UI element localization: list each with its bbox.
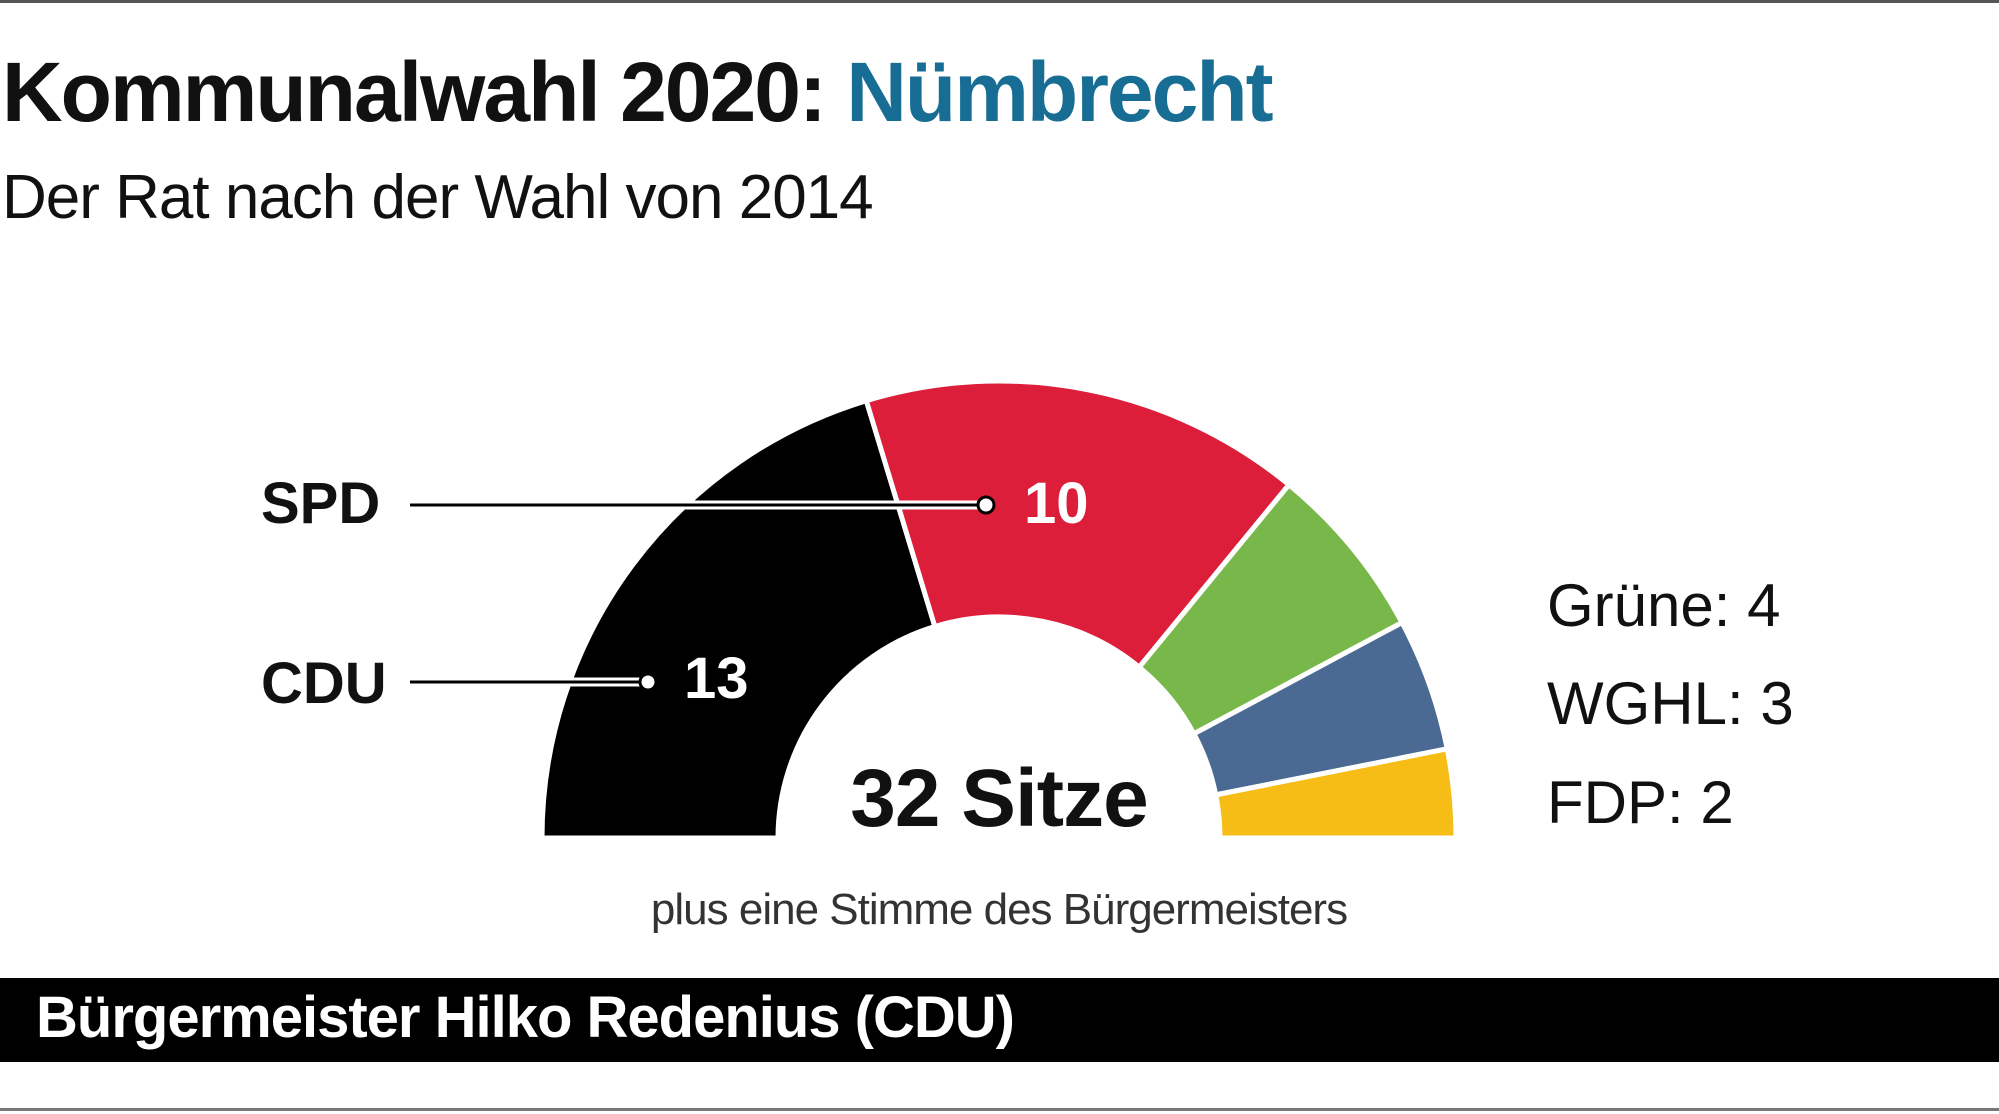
segment-spd	[863, 378, 1293, 671]
title-prefix: Kommunalwahl 2020:	[2, 45, 847, 139]
value-spd: 10	[1024, 471, 1089, 536]
top-rule	[0, 0, 1999, 3]
legend-fdp: FDP: 2	[1547, 769, 1734, 836]
label-spd: SPD	[261, 471, 381, 536]
bottom-rule	[0, 1108, 1999, 1111]
subtitle: Der Rat nach der Wahl von 2014	[2, 163, 874, 232]
segment-fdp	[1212, 745, 1459, 841]
mayor-text: Bürgermeister Hilko Redenius (CDU)	[36, 985, 1015, 1050]
total-seats: 32 Sitze	[850, 753, 1148, 844]
mayor-bar	[0, 978, 1999, 1062]
legend-gruene: Grüne: 4	[1547, 572, 1781, 639]
mayor-vote-note: plus eine Stimme des Bürgermeisters	[650, 885, 1348, 934]
leader-line-cdu	[410, 672, 658, 692]
label-cdu: CDU	[261, 651, 387, 716]
leader-line-spd	[410, 495, 996, 515]
legend-wghl: WGHL: 3	[1547, 670, 1794, 737]
page-title: Kommunalwahl 2020: Nümbrecht	[2, 44, 1274, 141]
segment-cdu	[539, 397, 938, 841]
title-place: Nümbrecht	[846, 45, 1273, 139]
value-cdu: 13	[684, 646, 749, 711]
